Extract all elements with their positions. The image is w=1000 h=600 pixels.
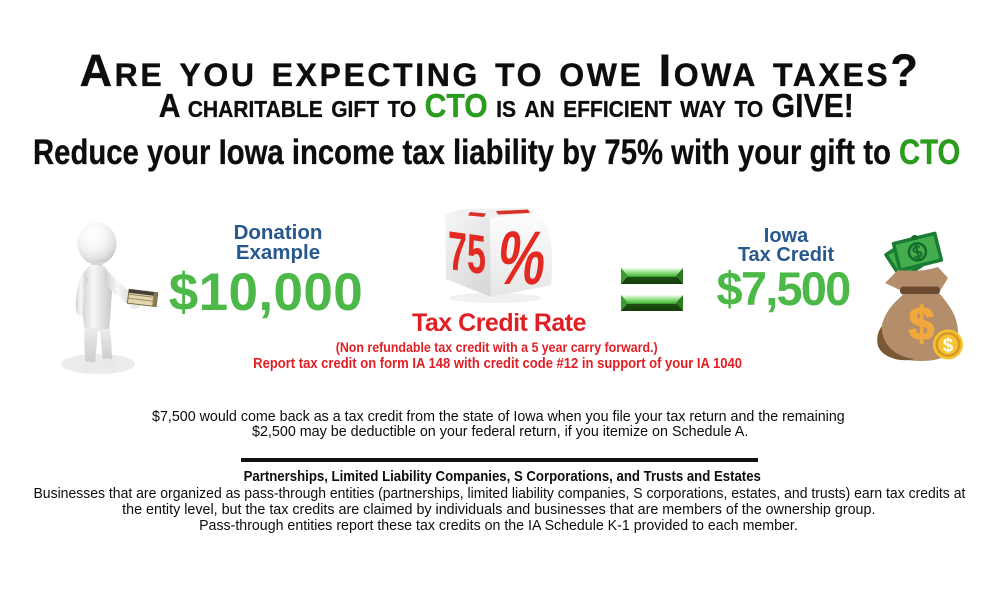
svg-text:$: $ bbox=[943, 336, 954, 357]
svg-text:$: $ bbox=[909, 298, 935, 350]
svg-text:75: 75 bbox=[448, 219, 486, 287]
